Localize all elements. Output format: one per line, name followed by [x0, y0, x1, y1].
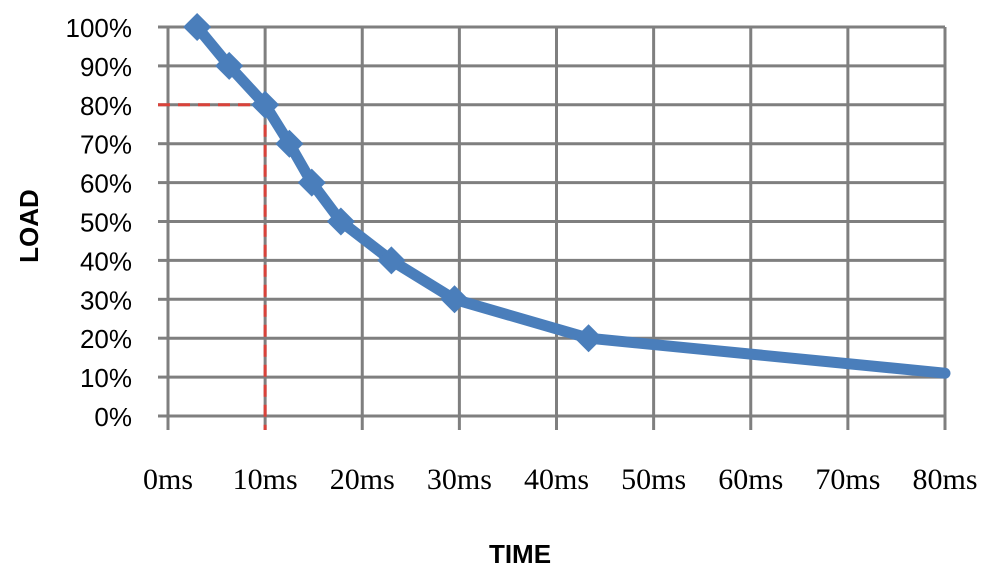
x-tick-label: 50ms	[621, 463, 686, 496]
y-tick-label: 40%	[80, 246, 132, 276]
data-point-marker	[183, 13, 212, 41]
y-tick-label: 60%	[80, 169, 132, 199]
x-tick-label: 40ms	[524, 463, 589, 496]
x-tick-label: 80ms	[912, 463, 977, 496]
data-point-marker	[326, 207, 355, 236]
data-point-marker	[377, 246, 406, 275]
data-point-marker	[251, 90, 280, 119]
x-tick-labels: 0ms 10ms 20ms 30ms 40ms 50ms 60ms 70ms 80ms	[143, 463, 978, 496]
series-group	[191, 21, 951, 379]
y-tick-label: 50%	[80, 208, 132, 238]
marker-group	[183, 13, 603, 353]
y-axis-title: LOAD	[14, 189, 44, 263]
y-tick-label: 70%	[80, 130, 132, 160]
data-point-marker	[574, 324, 603, 353]
y-tick-label: 100%	[66, 13, 133, 43]
y-tick-label: 20%	[80, 324, 132, 354]
y-tick-label: 30%	[80, 285, 132, 315]
data-point-marker	[215, 51, 244, 80]
x-axis-title: TIME	[489, 539, 551, 569]
y-tick-label: 90%	[80, 52, 132, 82]
grid	[166, 25, 947, 430]
y-tick-labels: 0% 10% 20% 30% 40% 50% 60% 70% 80% 90% 100%	[66, 13, 133, 432]
reference-lines	[158, 103, 267, 430]
x-tick-label: 60ms	[718, 463, 783, 496]
y-tick-label: 10%	[80, 363, 132, 393]
x-tick-label: 70ms	[815, 463, 880, 496]
data-point-marker	[440, 285, 469, 314]
y-tick-label: 0%	[94, 402, 132, 432]
y-tick-label: 80%	[80, 91, 132, 121]
x-tick-label: 20ms	[330, 463, 395, 496]
data-point-marker	[297, 168, 326, 197]
x-tick-label: 0ms	[143, 463, 193, 496]
x-tick-label: 30ms	[427, 463, 492, 496]
series-line-0	[191, 21, 951, 379]
x-tick-label: 10ms	[233, 463, 298, 496]
data-point-marker	[275, 129, 304, 158]
